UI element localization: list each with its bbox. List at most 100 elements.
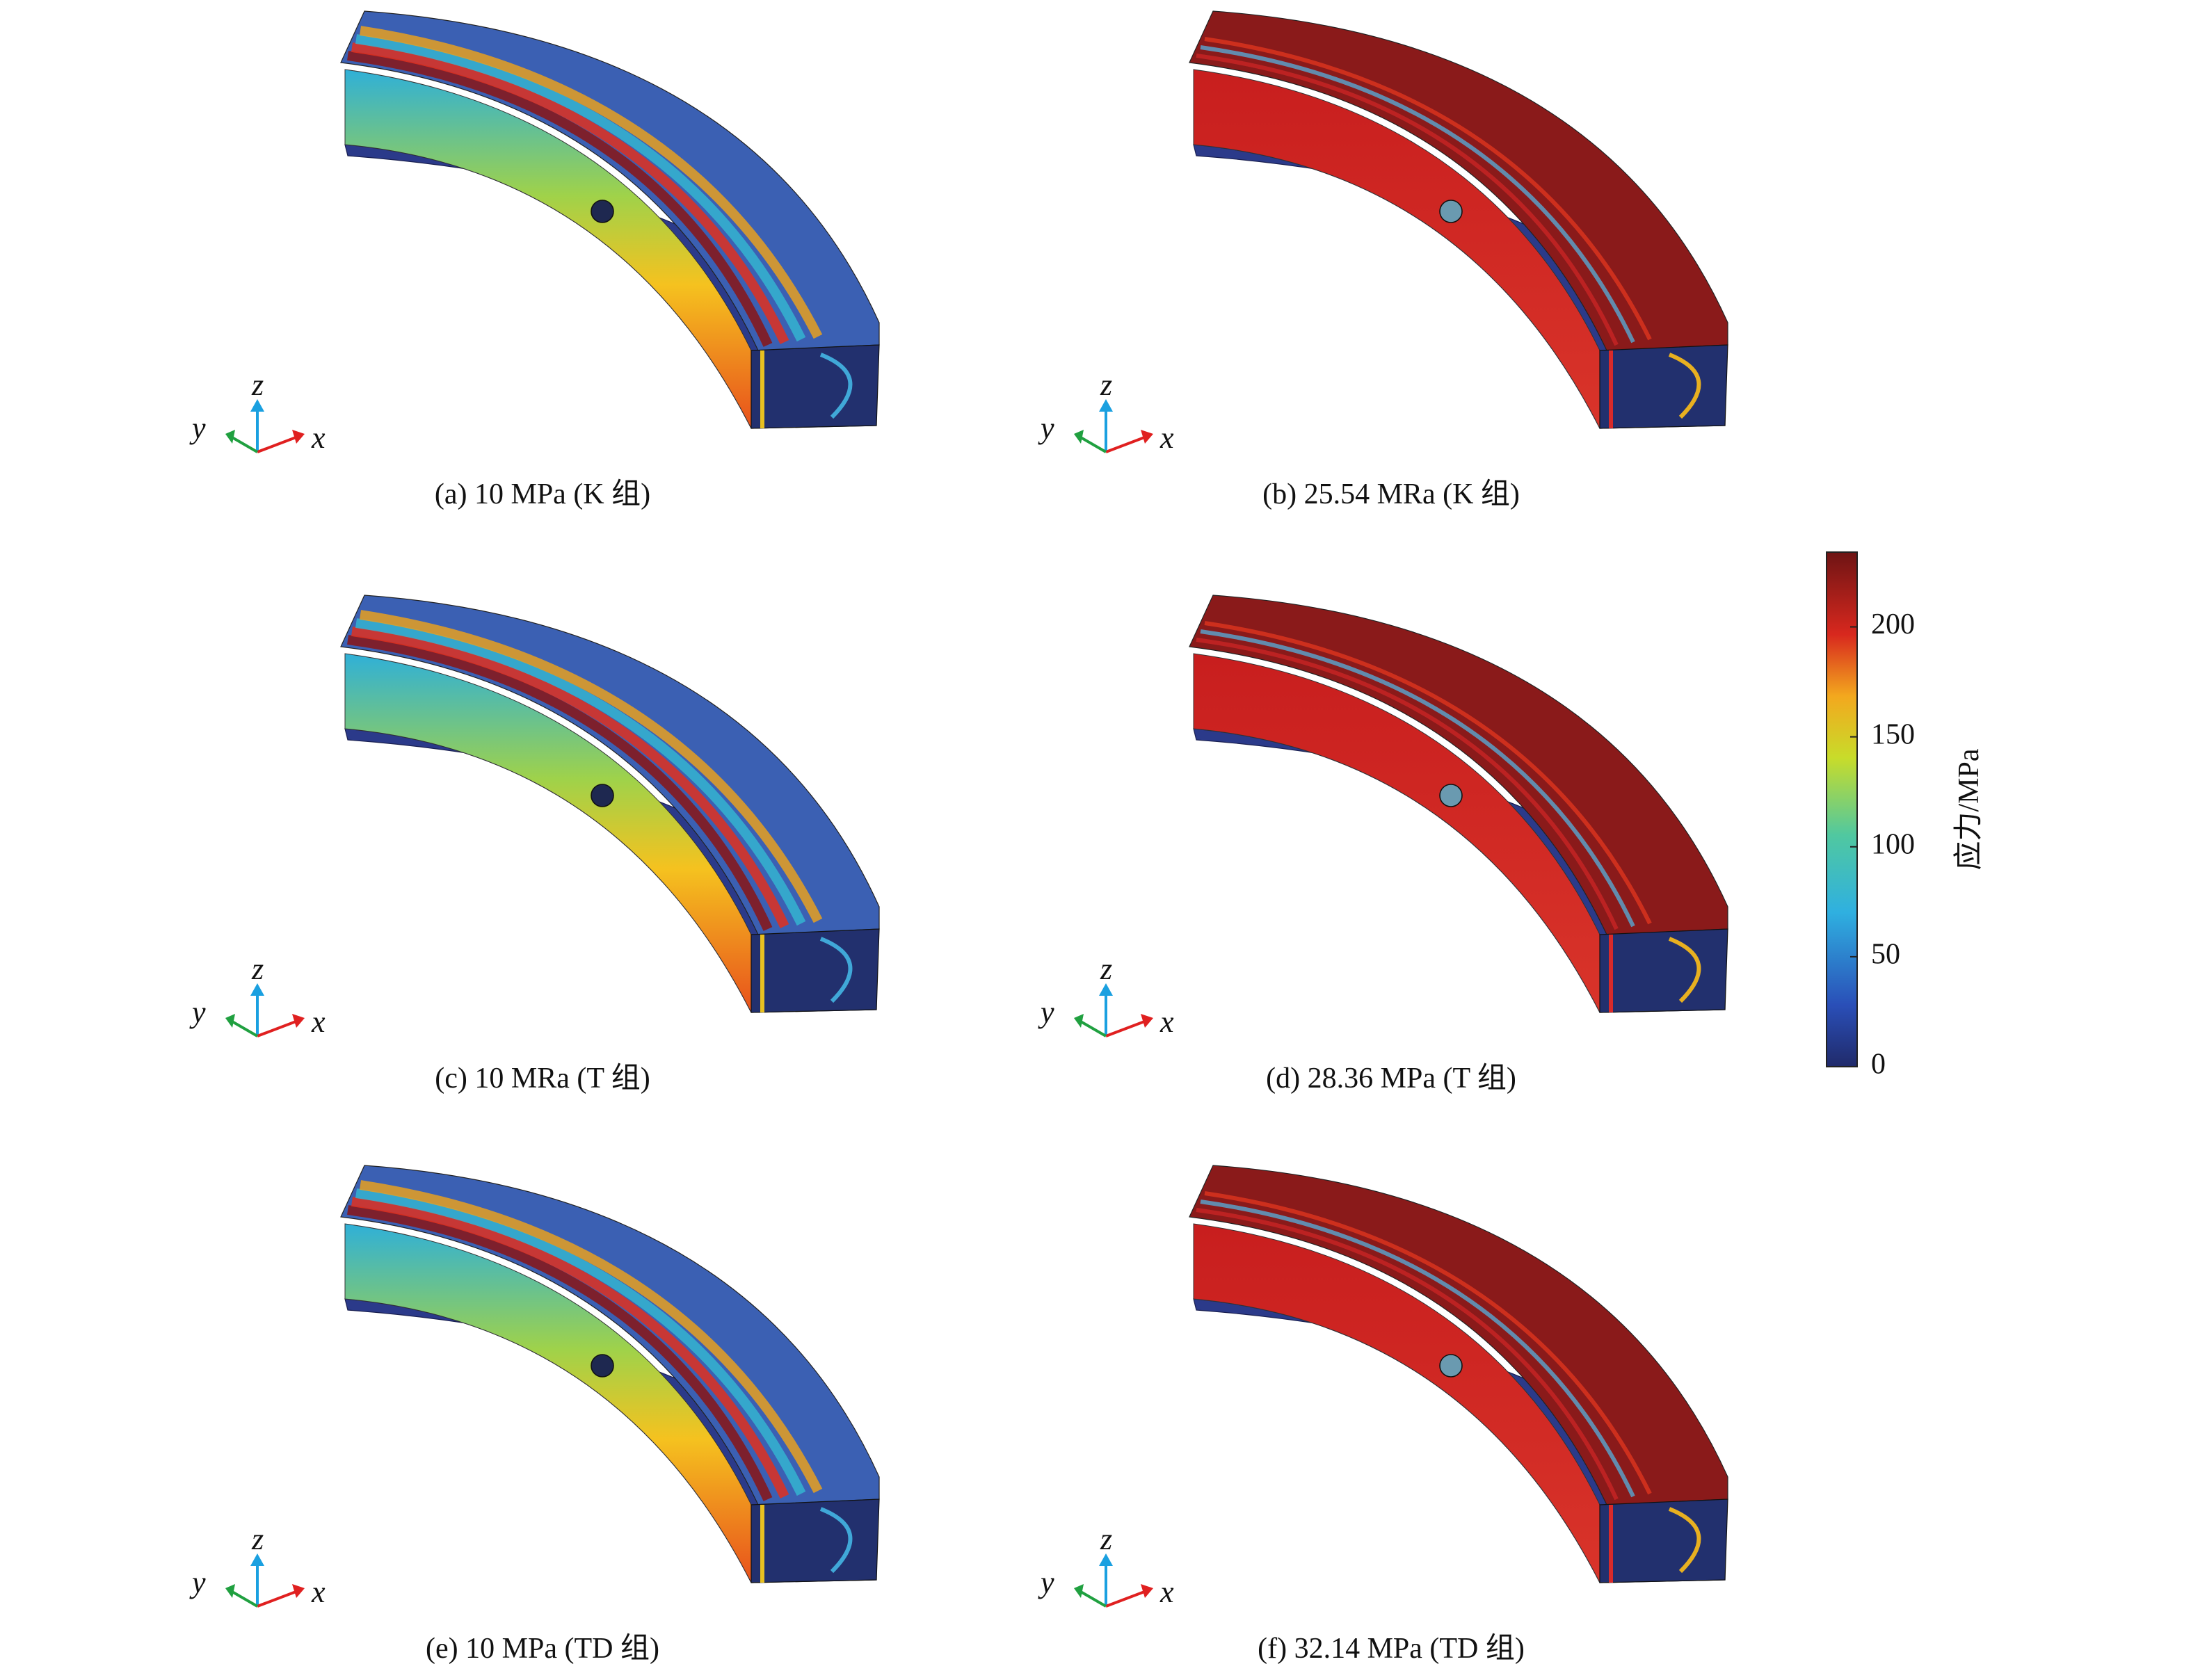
axis-y: [1078, 435, 1107, 453]
axis-y: [230, 1590, 259, 1608]
bolt: [591, 200, 614, 223]
stress-band: [1196, 1208, 1619, 1501]
caption: (d) 28.36 MPa (T 组): [1266, 1063, 1516, 1095]
axis-y: [230, 435, 259, 453]
axis-z-head: [1099, 1553, 1113, 1566]
stress-band: [1204, 621, 1652, 925]
axis-label-y: y: [189, 995, 206, 1029]
caption: (b) 25.54 MRa (K 组): [1262, 478, 1520, 510]
axis-y-head: [1074, 430, 1084, 444]
end-section: [1599, 928, 1728, 1013]
stress-band: [351, 627, 789, 929]
end-stiffener: [819, 1507, 853, 1574]
axis-z-head: [1099, 399, 1113, 412]
axis-label-x: x: [311, 1005, 326, 1039]
panel: z x y (f) 32.14 MPa (TD 组): [1038, 1165, 1728, 1665]
axis-x-head: [292, 430, 305, 444]
axis-z-head: [250, 983, 264, 996]
axis-label-z: z: [1100, 1522, 1112, 1556]
stress-band: [1200, 45, 1635, 344]
axis-y-head: [225, 430, 235, 444]
axis-x: [257, 435, 298, 453]
axis-y: [1078, 1590, 1107, 1608]
panel: z x y (e) 10 MPa (TD 组): [189, 1165, 880, 1665]
stress-band: [1200, 1200, 1635, 1498]
axis-x-head: [292, 1584, 305, 1598]
stress-band: [1204, 37, 1652, 341]
axis-x: [1105, 435, 1147, 453]
stress-band: [1196, 638, 1619, 930]
stress-band: [347, 1205, 773, 1501]
colorbar-tick-label: 0: [1871, 1049, 1886, 1081]
axis-z-head: [250, 1553, 264, 1566]
caption: (c) 10 MRa (T 组): [435, 1063, 650, 1095]
caption: (a) 10 MPa (K 组): [435, 478, 650, 510]
end-stiffener: [1668, 1507, 1701, 1574]
axis-x-head: [1141, 1584, 1153, 1598]
axis-label-x: x: [1159, 421, 1174, 455]
axis-y-head: [225, 1014, 235, 1028]
axis-label-y: y: [1038, 1565, 1054, 1599]
axis-label-y: y: [1038, 995, 1054, 1029]
end-stiffener: [819, 353, 853, 419]
panel: z x y (d) 28.36 MPa (T 组): [1038, 595, 1728, 1095]
end-stiffener: [1668, 937, 1701, 1003]
axis-label-x: x: [311, 421, 326, 455]
axis-label-x: x: [311, 1575, 326, 1609]
end-section: [751, 1499, 880, 1583]
axis-label-y: y: [189, 1565, 206, 1599]
axis-y: [1078, 1019, 1107, 1037]
panel: z x y (a) 10 MPa (K 组): [189, 10, 880, 510]
axis-x: [1105, 1590, 1147, 1608]
top-flange: [1189, 10, 1728, 351]
end-stiffener: [819, 937, 853, 1003]
top-flange: [1189, 1165, 1728, 1505]
stress-band: [351, 42, 789, 345]
colorbar-gradient: [1826, 551, 1858, 1067]
axis-label-y: y: [1038, 411, 1054, 445]
axis-y-head: [1074, 1014, 1084, 1028]
bolt: [1439, 200, 1463, 223]
stress-band: [359, 1180, 823, 1494]
axis-label-z: z: [1100, 368, 1112, 402]
stress-band: [359, 610, 823, 923]
top-flange: [1189, 595, 1728, 935]
axis-x-head: [1141, 1014, 1153, 1028]
stress-band: [347, 51, 773, 347]
bolt: [591, 1354, 614, 1378]
colorbar: 0 50 100 150 200 应力/MPa: [1826, 551, 1985, 1081]
axis-x: [1105, 1019, 1147, 1037]
axis-label-z: z: [251, 1522, 264, 1556]
stress-band: [1196, 54, 1619, 346]
bolt: [591, 784, 614, 807]
panel: z x y (c) 10 MRa (T 组): [189, 595, 880, 1095]
axis-z-head: [250, 399, 264, 412]
stress-band: [1204, 1191, 1652, 1495]
axis-y-head: [1074, 1584, 1084, 1598]
axis-z-head: [1099, 983, 1113, 996]
colorbar-tick-label: 150: [1871, 718, 1915, 750]
stress-band: [355, 34, 806, 342]
caption: (e) 10 MPa (TD 组): [426, 1633, 659, 1665]
axis-y: [230, 1019, 259, 1037]
stress-band: [359, 26, 823, 339]
end-section: [751, 928, 880, 1013]
stress-band: [347, 635, 773, 931]
end-stiffener: [1668, 353, 1701, 419]
axis-x: [257, 1590, 298, 1608]
caption: (f) 32.14 MPa (TD 组): [1258, 1633, 1525, 1665]
end-section: [1599, 344, 1728, 429]
bolt: [1439, 1354, 1463, 1378]
axis-label-z: z: [251, 368, 264, 402]
stress-band: [355, 618, 806, 926]
axis-label-x: x: [1159, 1575, 1174, 1609]
stress-band: [351, 1197, 789, 1499]
colorbar-tick-label: 100: [1871, 828, 1915, 860]
axis-label-y: y: [189, 411, 206, 445]
stress-band: [355, 1188, 806, 1496]
panels: z x y (a) 10 MPa (K 组) z x y (b) 25.54 MRa (K 组…: [189, 10, 1728, 1665]
axis-label-z: z: [251, 952, 264, 986]
end-section: [751, 344, 880, 429]
panel: z x y (b) 25.54 MRa (K 组): [1038, 10, 1728, 510]
